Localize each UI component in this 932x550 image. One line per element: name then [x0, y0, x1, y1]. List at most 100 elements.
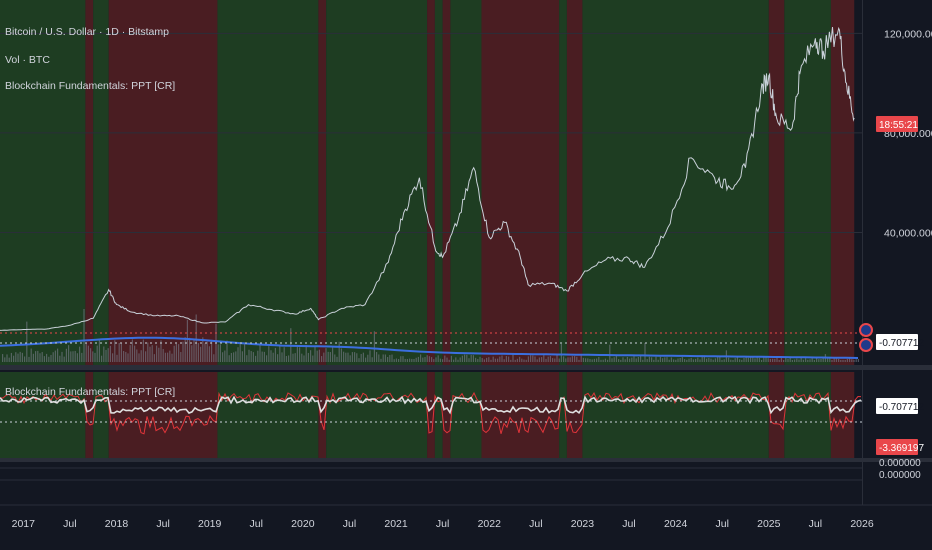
volume-bar	[708, 358, 710, 362]
volume-bar	[789, 357, 791, 362]
volume-bar	[675, 359, 677, 362]
volume-bar	[578, 359, 580, 362]
volume-bar	[582, 357, 584, 362]
event-icon	[859, 323, 873, 337]
countdown-badge: 18:55:21	[879, 120, 918, 131]
volume-bar	[644, 342, 646, 362]
volume-bar	[776, 357, 778, 362]
volume-bar	[219, 344, 221, 362]
time-tick-label: 2021	[384, 518, 408, 530]
regime-band-bull	[326, 0, 428, 365]
volume-bar	[699, 359, 701, 362]
volume-bar	[486, 357, 488, 362]
volume-bar	[184, 337, 186, 362]
volume-bar	[54, 350, 56, 362]
volume-bar	[246, 355, 248, 362]
volume-bar	[822, 356, 824, 362]
volume-bar	[74, 350, 76, 362]
volume-bar	[701, 356, 703, 362]
volume-bar	[314, 346, 316, 362]
volume-bar	[813, 360, 815, 362]
volume-bar	[635, 358, 637, 362]
volume-bar	[332, 346, 334, 362]
volume-bar	[26, 321, 28, 362]
volume-bar	[439, 358, 441, 362]
volume-bar	[70, 351, 72, 362]
volume-bar	[767, 358, 769, 362]
volume-bar	[787, 358, 789, 362]
volume-bar	[277, 354, 279, 362]
volume-bar	[785, 357, 787, 362]
volume-bar	[32, 353, 34, 362]
volume-bar	[142, 339, 144, 362]
volume-bar	[48, 356, 50, 362]
volume-bar	[488, 357, 490, 362]
volume-bar	[68, 345, 70, 362]
volume-bar	[556, 355, 558, 362]
volume-bar	[609, 344, 611, 362]
volume-bar	[371, 357, 373, 362]
sub-axis-tick: 0.000000	[879, 458, 921, 469]
indicator-pane	[0, 391, 862, 435]
volume-bar	[567, 357, 569, 362]
price-tick-label: 40,000.000000	[884, 227, 932, 239]
volume-bar	[83, 308, 85, 362]
volume-bar	[827, 357, 829, 362]
volume-bar	[101, 355, 103, 362]
indicator-pane-title[interactable]: Blockchain Fundamentals: PPT [CR]	[5, 386, 176, 398]
regime-band-bull	[0, 0, 86, 365]
volume-bar	[791, 360, 793, 362]
volume-bar	[497, 358, 499, 362]
volume-bar	[622, 357, 624, 362]
volume-bar	[816, 356, 818, 362]
volume-bar	[437, 355, 439, 362]
volume-bar	[380, 358, 382, 362]
volume-bar	[325, 348, 327, 362]
volume-bar	[835, 357, 837, 362]
volume-bar	[59, 355, 61, 362]
volume-title[interactable]: Vol · BTC	[5, 54, 50, 66]
volume-bar	[283, 347, 285, 362]
volume-bar	[61, 351, 63, 362]
volume-bar	[114, 340, 116, 362]
volume-bar	[180, 352, 182, 362]
volume-bar	[838, 358, 840, 362]
volume-bar	[149, 346, 151, 362]
regime-band-bear	[318, 0, 327, 365]
volume-bar	[279, 346, 281, 362]
volume-bar	[662, 358, 664, 362]
volume-bar	[409, 358, 411, 362]
indicator-title[interactable]: Blockchain Fundamentals: PPT [CR]	[5, 80, 176, 92]
indicator-value-badge: -0.707712	[879, 338, 924, 349]
volume-bar	[107, 348, 109, 362]
volume-bar	[2, 354, 4, 362]
volume-bar	[206, 341, 208, 362]
regime-band-bear	[85, 0, 94, 365]
time-tick-label: 2022	[478, 518, 502, 530]
volume-bar	[552, 358, 554, 362]
volume-bar	[334, 354, 336, 362]
volume-bar	[679, 357, 681, 362]
volume-bar	[422, 357, 424, 362]
volume-bar	[541, 357, 543, 362]
volume-bar	[554, 358, 556, 362]
volume-bar	[189, 337, 191, 362]
volume-bar	[444, 355, 446, 362]
volume-bar	[301, 353, 303, 362]
volume-bar	[758, 357, 760, 362]
volume-bar	[395, 358, 397, 362]
volume-bar	[94, 352, 96, 362]
volume-bar	[321, 356, 323, 362]
volume-bar	[345, 352, 347, 362]
volume-bar	[794, 359, 796, 362]
time-tick-label: Jul	[343, 518, 356, 530]
time-tick-label: Jul	[529, 518, 542, 530]
symbol-title[interactable]: Bitcoin / U.S. Dollar · 1D · Bitstamp	[5, 26, 169, 38]
volume-bar	[692, 359, 694, 362]
volume-bar	[763, 357, 765, 362]
time-tick-label: Jul	[436, 518, 449, 530]
volume-bar	[448, 359, 450, 362]
volume-bar	[160, 340, 162, 362]
